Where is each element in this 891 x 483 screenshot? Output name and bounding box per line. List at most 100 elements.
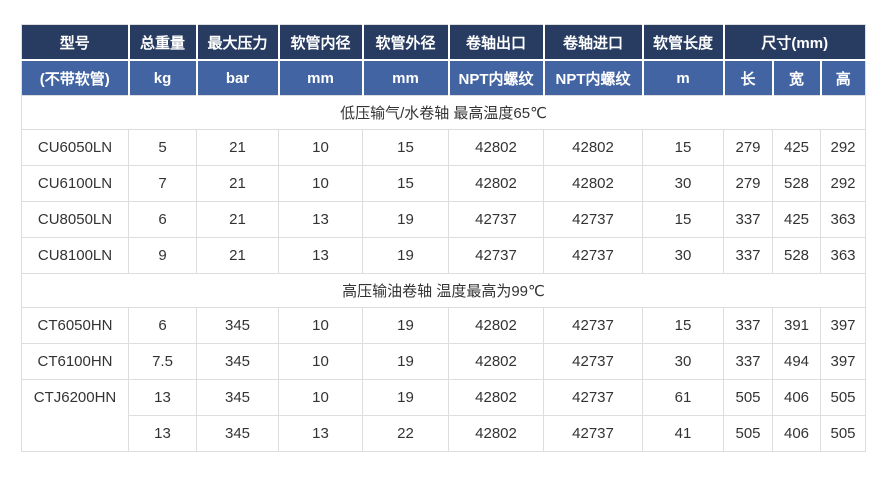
section-title-low-pressure: 低压输气/水卷轴 最高温度65℃ bbox=[20, 95, 867, 130]
cell-value: 345 bbox=[196, 415, 279, 452]
cell-value: 21 bbox=[196, 237, 279, 274]
cell-value: 42802 bbox=[448, 307, 544, 344]
table-row: 13 345 13 22 42802 42737 41 505 406 505 bbox=[22, 415, 867, 452]
cell-value: 22 bbox=[362, 415, 449, 452]
table-row: CU6100LN 7 21 10 15 42802 42802 30 279 5… bbox=[21, 165, 867, 202]
spec-table: 型号 总重量 最大压力 软管内径 软管外径 卷轴出口 卷轴进口 软管长度 尺寸(… bbox=[20, 24, 867, 452]
cell-value: 15 bbox=[362, 165, 449, 202]
unit-kg: kg bbox=[128, 60, 198, 96]
cell-value: 10 bbox=[278, 343, 363, 380]
cell-value: 42802 bbox=[543, 129, 643, 166]
cell-model: CT6100HN bbox=[21, 343, 129, 380]
cell-value: 42737 bbox=[543, 201, 643, 238]
table-row: CU6050LN 5 21 10 15 42802 42802 15 279 4… bbox=[21, 129, 867, 166]
cell-model: CTJ6200HN bbox=[21, 379, 129, 452]
cell-value: 292 bbox=[819, 129, 867, 166]
col-header-model: 型号 bbox=[21, 24, 130, 61]
cell-value: 505 bbox=[819, 415, 867, 452]
cell-value: 15 bbox=[642, 307, 724, 344]
col-header-dimensions: 尺寸(mm) bbox=[723, 24, 866, 61]
cell-model: CT6050HN bbox=[21, 307, 129, 344]
cell-value: 337 bbox=[723, 237, 773, 274]
cell-value: 42802 bbox=[448, 343, 544, 380]
cell-value: 7 bbox=[128, 165, 197, 202]
cell-value: 13 bbox=[128, 415, 197, 452]
cell-value: 13 bbox=[278, 237, 363, 274]
header-row-units: (不带软管) kg bar mm mm NPT内螺纹 NPT内螺纹 m 长 宽 … bbox=[21, 60, 866, 96]
cell-value: 337 bbox=[723, 343, 773, 380]
cell-value: 42737 bbox=[543, 237, 643, 274]
cell-value: 406 bbox=[772, 415, 821, 452]
cell-value: 21 bbox=[196, 129, 279, 166]
cell-value: 19 bbox=[362, 343, 449, 380]
cell-model: CU6050LN bbox=[21, 129, 129, 166]
cell-value: 10 bbox=[278, 307, 363, 344]
cell-value: 397 bbox=[819, 307, 867, 344]
section-row-low-pressure: 低压输气/水卷轴 最高温度65℃ bbox=[20, 95, 867, 130]
unit-height: 高 bbox=[820, 60, 866, 96]
unit-npt-outlet: NPT内螺纹 bbox=[448, 60, 545, 96]
cell-value: 15 bbox=[642, 201, 724, 238]
cell-value: 61 bbox=[642, 379, 724, 416]
cell-value: 345 bbox=[196, 307, 279, 344]
cell-value: 42802 bbox=[543, 165, 643, 202]
unit-model-note: (不带软管) bbox=[21, 60, 130, 96]
cell-model: CU8100LN bbox=[21, 237, 129, 274]
cell-value: 406 bbox=[772, 379, 821, 416]
cell-value: 279 bbox=[723, 165, 773, 202]
cell-value: 42737 bbox=[448, 237, 544, 274]
section-title-high-pressure: 高压输油卷轴 温度最高为99℃ bbox=[20, 273, 867, 308]
table-row: CT6100HN 7.5 345 10 19 42802 42737 30 33… bbox=[21, 343, 867, 380]
cell-value: 345 bbox=[196, 379, 279, 416]
spec-table-container: 型号 总重量 最大压力 软管内径 软管外径 卷轴出口 卷轴进口 软管长度 尺寸(… bbox=[20, 24, 867, 452]
table-row: CTJ6200HN 13 345 10 19 42802 42737 61 50… bbox=[21, 379, 867, 452]
cell-value: 397 bbox=[819, 343, 867, 380]
cell-value: 337 bbox=[723, 307, 773, 344]
cell-value: 363 bbox=[819, 201, 867, 238]
cell-value: 19 bbox=[362, 201, 449, 238]
cell-value: 21 bbox=[196, 165, 279, 202]
cell-value: 505 bbox=[723, 415, 773, 452]
cell-value: 42802 bbox=[448, 165, 544, 202]
cell-value: 6 bbox=[128, 307, 197, 344]
cell-value: 42737 bbox=[543, 307, 643, 344]
cell-value: 42737 bbox=[543, 379, 643, 416]
cell-value: 345 bbox=[196, 343, 279, 380]
cell-value: 337 bbox=[723, 201, 773, 238]
cell-model: CU8050LN bbox=[21, 201, 129, 238]
cell-value: 7.5 bbox=[128, 343, 197, 380]
cell-model: CU6100LN bbox=[21, 165, 129, 202]
table-row: CU8050LN 6 21 13 19 42737 42737 15 337 4… bbox=[21, 201, 867, 238]
cell-value: 42737 bbox=[448, 201, 544, 238]
cell-value: 425 bbox=[772, 201, 821, 238]
cell-value: 42737 bbox=[543, 343, 643, 380]
cell-value: 292 bbox=[819, 165, 867, 202]
cell-value: 42802 bbox=[448, 415, 544, 452]
unit-npt-inlet: NPT内螺纹 bbox=[543, 60, 644, 96]
unit-m: m bbox=[642, 60, 725, 96]
cell-value: 6 bbox=[128, 201, 197, 238]
col-header-reel-inlet: 卷轴进口 bbox=[543, 24, 644, 61]
cell-value: 19 bbox=[362, 237, 449, 274]
header-row-top: 型号 总重量 最大压力 软管内径 软管外径 卷轴出口 卷轴进口 软管长度 尺寸(… bbox=[21, 24, 866, 61]
cell-value: 41 bbox=[642, 415, 724, 452]
cell-value: 30 bbox=[642, 343, 724, 380]
unit-mm-outer: mm bbox=[362, 60, 450, 96]
cell-value: 528 bbox=[772, 237, 821, 274]
col-header-hose-inner-diameter: 软管内径 bbox=[278, 24, 364, 61]
col-header-total-weight: 总重量 bbox=[128, 24, 198, 61]
cell-value: 42802 bbox=[448, 129, 544, 166]
cell-value: 19 bbox=[362, 379, 449, 416]
cell-value: 19 bbox=[362, 307, 449, 344]
cell-value: 528 bbox=[772, 165, 821, 202]
cell-value: 10 bbox=[278, 379, 363, 416]
cell-value: 391 bbox=[772, 307, 821, 344]
cell-value: 30 bbox=[642, 165, 724, 202]
col-header-max-pressure: 最大压力 bbox=[196, 24, 280, 61]
cell-value: 425 bbox=[772, 129, 821, 166]
cell-value: 10 bbox=[278, 129, 363, 166]
cell-value: 363 bbox=[819, 237, 867, 274]
cell-value: 9 bbox=[128, 237, 197, 274]
table-row: CT6050HN 6 345 10 19 42802 42737 15 337 … bbox=[21, 307, 867, 344]
cell-value: 21 bbox=[196, 201, 279, 238]
